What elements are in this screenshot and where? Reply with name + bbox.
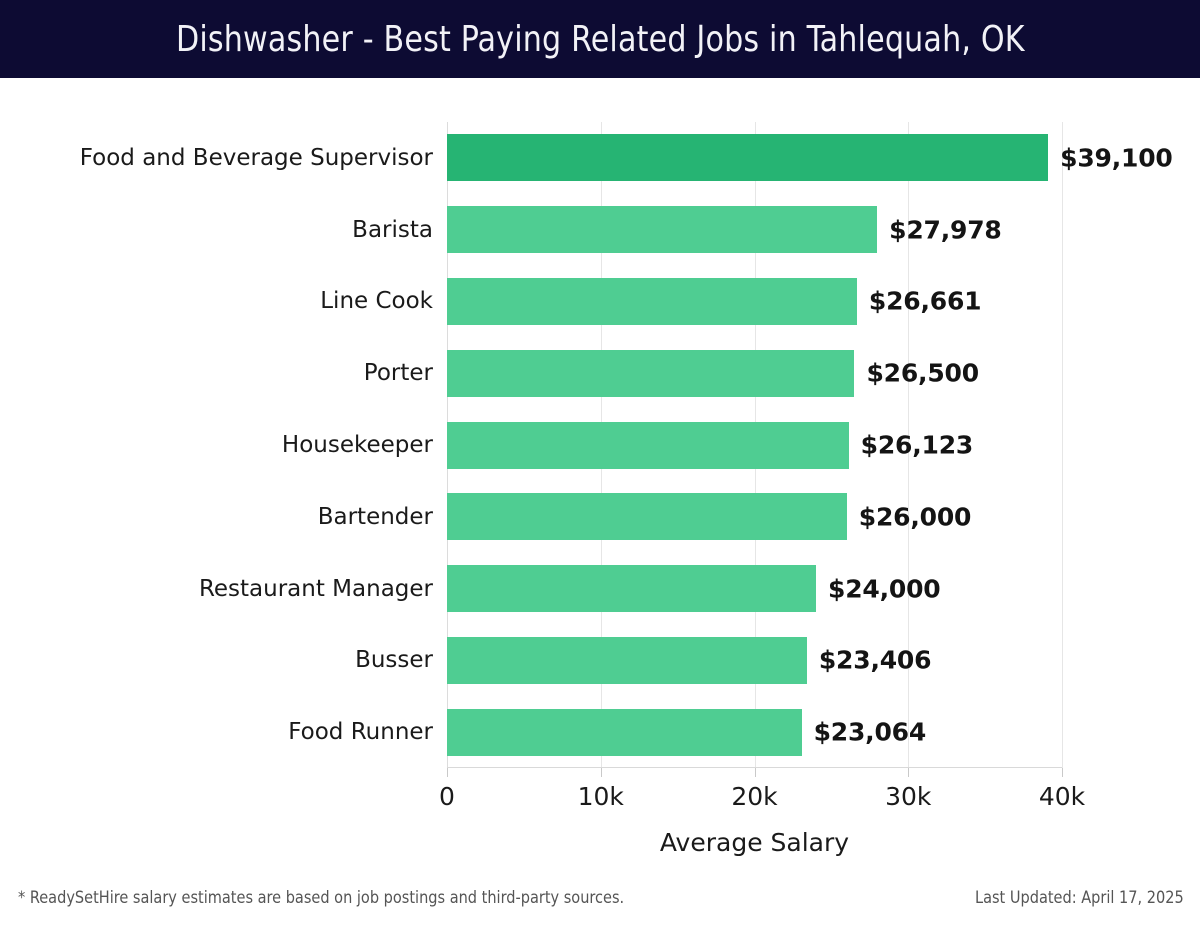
bar[interactable] <box>447 206 878 254</box>
bar-row[interactable]: Food Runner $23,064 <box>288 708 1062 756</box>
bar-value-label: $26,500 <box>866 358 979 388</box>
bar-row[interactable]: Line Cook $26,661 <box>320 277 1062 325</box>
bar-value-label: $23,064 <box>813 717 927 747</box>
tick-mark-40k <box>1062 768 1063 777</box>
gridline-40k <box>1062 122 1063 768</box>
plot-area: Food and Beverage Supervisor $39,100 Baris… <box>80 122 1173 811</box>
footer-last-updated: Last Updated: April 17, 2025 <box>975 888 1184 908</box>
bar-value-label: $27,978 <box>889 215 1002 245</box>
bar-row[interactable]: Bartender $26,000 <box>318 493 1062 541</box>
bar[interactable] <box>447 349 855 397</box>
x-tick-label: 0 <box>439 782 455 811</box>
bar[interactable] <box>447 636 807 684</box>
bar-row[interactable]: Barista $27,978 <box>352 206 1062 254</box>
chart-canvas: Food and Beverage Supervisor $39,100 Baris… <box>0 78 1200 868</box>
x-axis-title: Average Salary <box>659 828 850 857</box>
x-tick-label: 40k <box>1038 782 1086 811</box>
bar[interactable] <box>447 421 849 469</box>
bar-value-label: $26,123 <box>860 430 974 460</box>
category-label: Restaurant Manager <box>198 575 433 602</box>
bar-value-label: $23,406 <box>818 645 932 675</box>
bar-row[interactable]: Housekeeper $26,123 <box>282 421 1062 469</box>
bar-row[interactable]: Porter $26,500 <box>364 349 1062 397</box>
bar-row[interactable]: Restaurant Manager $24,000 <box>199 565 1062 613</box>
bar[interactable] <box>447 708 802 756</box>
category-label: Housekeeper <box>281 432 433 458</box>
bar-value-label: $39,100 <box>1060 143 1173 173</box>
x-tick-label: 10k <box>577 782 624 811</box>
bar[interactable] <box>447 277 857 325</box>
bar[interactable] <box>447 565 816 613</box>
chart-footer: * ReadySetHire salary estimates are base… <box>0 888 1200 940</box>
bar-row[interactable]: Food and Beverage Supervisor $39,100 <box>80 134 1173 182</box>
category-label: Food Runner <box>288 719 433 746</box>
bar-value-label: $26,661 <box>868 286 982 316</box>
category-label: Line Cook <box>320 288 433 315</box>
footer-disclaimer: * ReadySetHire salary estimates are base… <box>18 888 625 908</box>
gridline-30k <box>908 122 910 768</box>
tick-mark-0 <box>447 768 448 777</box>
x-tick-label: 30k <box>885 782 932 811</box>
category-label: Porter <box>363 360 433 387</box>
bar-row[interactable]: Busser $23,406 <box>355 636 1062 684</box>
category-label: Bartender <box>317 503 433 530</box>
category-label: Busser <box>355 647 433 674</box>
bar-value-label: $26,000 <box>858 502 972 532</box>
bar[interactable] <box>447 493 847 541</box>
page-title: Dishwasher - Best Paying Related Jobs in… <box>175 18 1025 60</box>
x-axis-line <box>447 767 1062 768</box>
tick-mark-10k <box>600 768 602 777</box>
bar[interactable] <box>447 134 1049 182</box>
category-label: Barista <box>352 216 433 243</box>
bar-value-label: $24,000 <box>828 574 941 604</box>
tick-mark-20k <box>754 768 756 777</box>
x-tick-label: 20k <box>731 782 778 811</box>
chart-header-bar: Dishwasher - Best Paying Related Jobs in… <box>0 0 1200 78</box>
category-label: Food and Beverage Supervisor <box>79 144 433 171</box>
tick-mark-30k <box>908 768 910 777</box>
